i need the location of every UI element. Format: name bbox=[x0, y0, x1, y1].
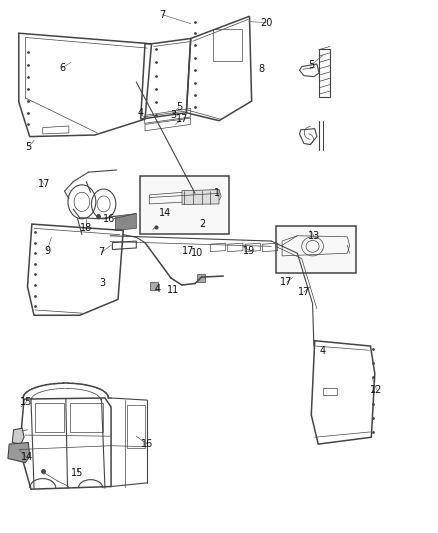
Text: 2: 2 bbox=[199, 219, 205, 229]
Text: 15: 15 bbox=[21, 397, 33, 407]
Text: 5: 5 bbox=[26, 142, 32, 152]
Text: 17: 17 bbox=[182, 246, 195, 256]
Text: 19: 19 bbox=[244, 246, 256, 256]
Bar bbox=[213, 29, 242, 61]
Text: 14: 14 bbox=[21, 453, 33, 463]
Text: 7: 7 bbox=[99, 247, 105, 257]
Text: 3: 3 bbox=[170, 110, 177, 120]
Text: 14: 14 bbox=[159, 208, 171, 219]
Bar bbox=[140, 176, 229, 233]
Text: 7: 7 bbox=[159, 10, 166, 20]
Text: 17: 17 bbox=[280, 277, 293, 287]
Polygon shape bbox=[116, 214, 136, 230]
Bar bbox=[276, 226, 356, 273]
Text: 11: 11 bbox=[167, 285, 180, 295]
Polygon shape bbox=[12, 428, 24, 444]
Text: 17: 17 bbox=[38, 179, 50, 189]
Text: 1: 1 bbox=[214, 188, 220, 198]
Text: 4: 4 bbox=[138, 108, 144, 118]
Text: 18: 18 bbox=[80, 223, 92, 233]
Text: 8: 8 bbox=[258, 64, 265, 74]
Text: 13: 13 bbox=[308, 231, 320, 241]
Polygon shape bbox=[8, 442, 30, 463]
Text: 6: 6 bbox=[59, 63, 65, 72]
Text: 16: 16 bbox=[103, 214, 116, 224]
Text: 12: 12 bbox=[371, 384, 383, 394]
Text: 9: 9 bbox=[44, 246, 50, 256]
Bar bbox=[35, 403, 64, 432]
Bar bbox=[197, 274, 205, 282]
Text: 3: 3 bbox=[99, 278, 106, 288]
Bar bbox=[70, 403, 103, 432]
Text: 10: 10 bbox=[191, 248, 203, 259]
Text: 16: 16 bbox=[141, 439, 153, 449]
Polygon shape bbox=[182, 190, 219, 205]
Text: 15: 15 bbox=[71, 469, 84, 478]
Bar bbox=[323, 388, 336, 395]
Text: 20: 20 bbox=[260, 18, 272, 28]
Bar bbox=[127, 406, 145, 448]
Text: 4: 4 bbox=[154, 284, 160, 294]
Text: 17: 17 bbox=[298, 287, 310, 297]
Text: 4: 4 bbox=[319, 346, 325, 357]
Bar bbox=[150, 282, 158, 290]
Text: 5: 5 bbox=[308, 60, 314, 70]
Text: 5: 5 bbox=[176, 102, 182, 112]
Text: 17: 17 bbox=[176, 114, 188, 124]
